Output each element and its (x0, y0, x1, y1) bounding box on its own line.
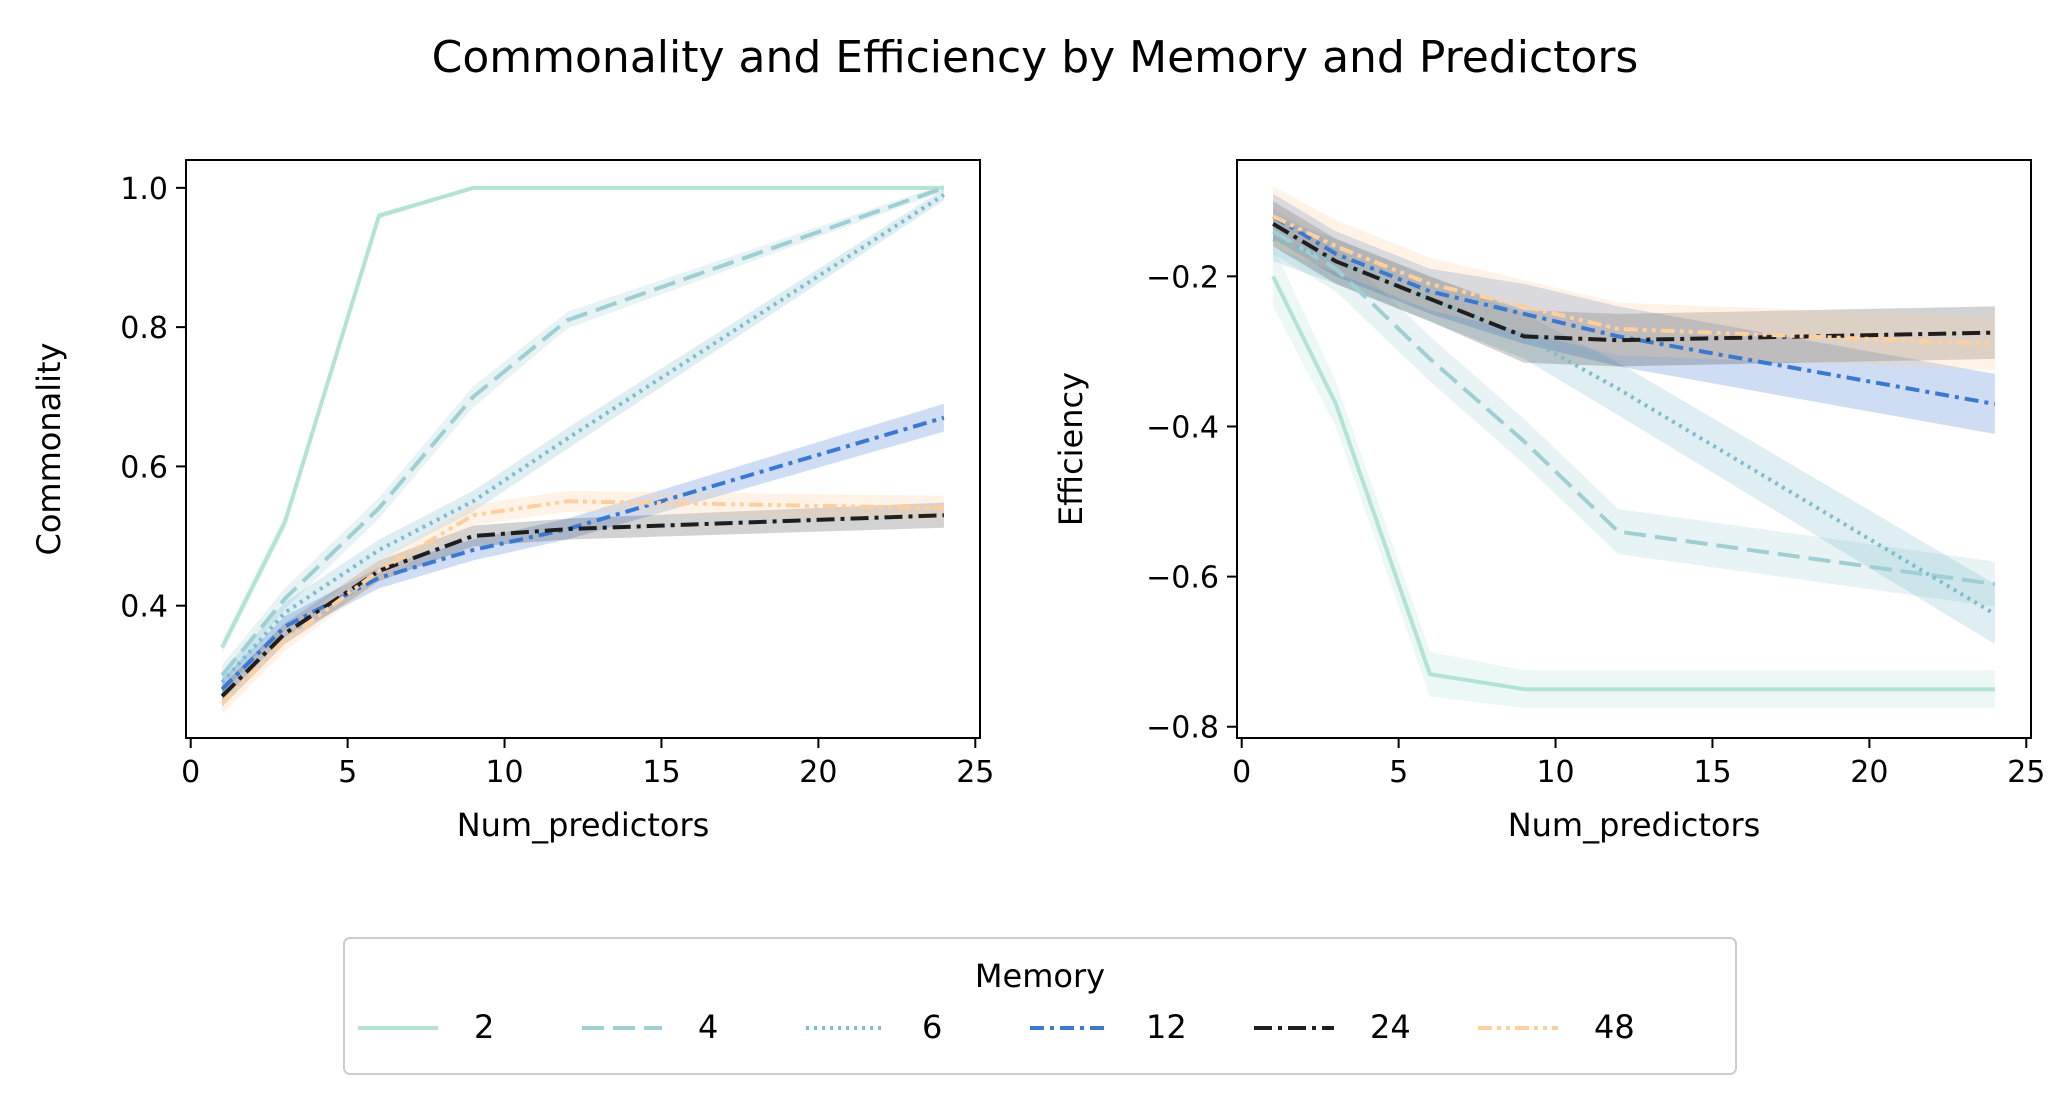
commonality-y-tick-label: 1.0 (120, 172, 168, 207)
efficiency-x-tick-label: 0 (1232, 755, 1251, 790)
commonality-line-4 (220, 186, 945, 677)
commonality-x-tick-label: 5 (338, 755, 357, 790)
efficiency-y-tick-label: −0.8 (1146, 711, 1219, 746)
commonality-band-6 (222, 189, 944, 693)
efficiency-x-axis-label: Num_predictors (1508, 806, 1761, 844)
legend-title: Memory (975, 957, 1105, 995)
commonality-x-tick-label: 10 (485, 755, 523, 790)
commonality-y-tick-label: 0.4 (120, 590, 168, 625)
figure-title: Commonality and Efficiency by Memory and… (432, 32, 1639, 83)
commonality-line-48 (220, 499, 944, 705)
legend-box (343, 937, 1737, 1075)
efficiency-line-2 (1271, 275, 1995, 692)
efficiency-y-axis-label: Efficiency (1052, 372, 1090, 526)
efficiency-y-tick-label: −0.4 (1146, 410, 1219, 445)
commonality-x-axis-label: Num_predictors (457, 806, 710, 844)
legend-label-2: 2 (474, 1008, 494, 1046)
legend-label-6: 6 (922, 1008, 942, 1046)
efficiency-plot-frame (1236, 159, 2032, 739)
efficiency-line-4 (1272, 229, 1996, 587)
commonality-subplot: 0 5 10 15 20 25 0.4 0.6 0.8 1.0 Num_predictors C… (30, 159, 994, 844)
efficiency-x-tick-label: 25 (2007, 755, 2045, 790)
efficiency-line-24 (1272, 222, 1995, 343)
efficiency-line-48 (1272, 214, 1995, 346)
efficiency-x-tick-label: 20 (1850, 755, 1888, 790)
legend: Memory 2 4 6 12 24 48 (343, 937, 1737, 1075)
commonality-line-24 (220, 513, 944, 698)
commonality-x-tick-label: 25 (956, 755, 994, 790)
efficiency-subplot: 0 5 10 15 20 25 −0.8 −0.6 −0.4 −0.2 Num_predicto… (1052, 159, 2045, 844)
commonality-band-24 (222, 502, 944, 707)
efficiency-band-24 (1273, 201, 1995, 367)
commonality-y-tick-label: 0.8 (120, 311, 168, 346)
efficiency-x-tick-label: 15 (1693, 755, 1731, 790)
commonality-plot-frame (185, 159, 981, 739)
commonality-band-48 (222, 490, 944, 714)
efficiency-y-tick-label: −0.6 (1146, 561, 1219, 596)
efficiency-x-tick-label: 10 (1536, 755, 1574, 790)
legend-label-48: 48 (1594, 1008, 1635, 1046)
efficiency-line-6 (1272, 236, 1996, 616)
efficiency-band-48 (1273, 186, 1995, 371)
efficiency-y-tick-label: −0.2 (1146, 260, 1219, 295)
commonality-y-tick-label: 0.6 (120, 450, 168, 485)
efficiency-band-6 (1273, 216, 1995, 645)
efficiency-line-12 (1272, 214, 1996, 406)
efficiency-band-12 (1273, 193, 1995, 434)
efficiency-x-tick-label: 5 (1389, 755, 1408, 790)
commonality-y-axis-label: Commonality (30, 343, 68, 556)
commonality-x-tick-label: 15 (642, 755, 680, 790)
commonality-line-12 (220, 415, 945, 691)
commonality-x-tick-label: 20 (799, 755, 837, 790)
legend-label-12: 12 (1146, 1008, 1187, 1046)
commonality-band-12 (222, 403, 944, 700)
efficiency-band-4 (1273, 208, 1995, 607)
commonality-x-tick-label: 0 (181, 755, 200, 790)
legend-label-24: 24 (1370, 1008, 1411, 1046)
commonality-line-2 (220, 185, 944, 649)
legend-label-4: 4 (698, 1008, 718, 1046)
